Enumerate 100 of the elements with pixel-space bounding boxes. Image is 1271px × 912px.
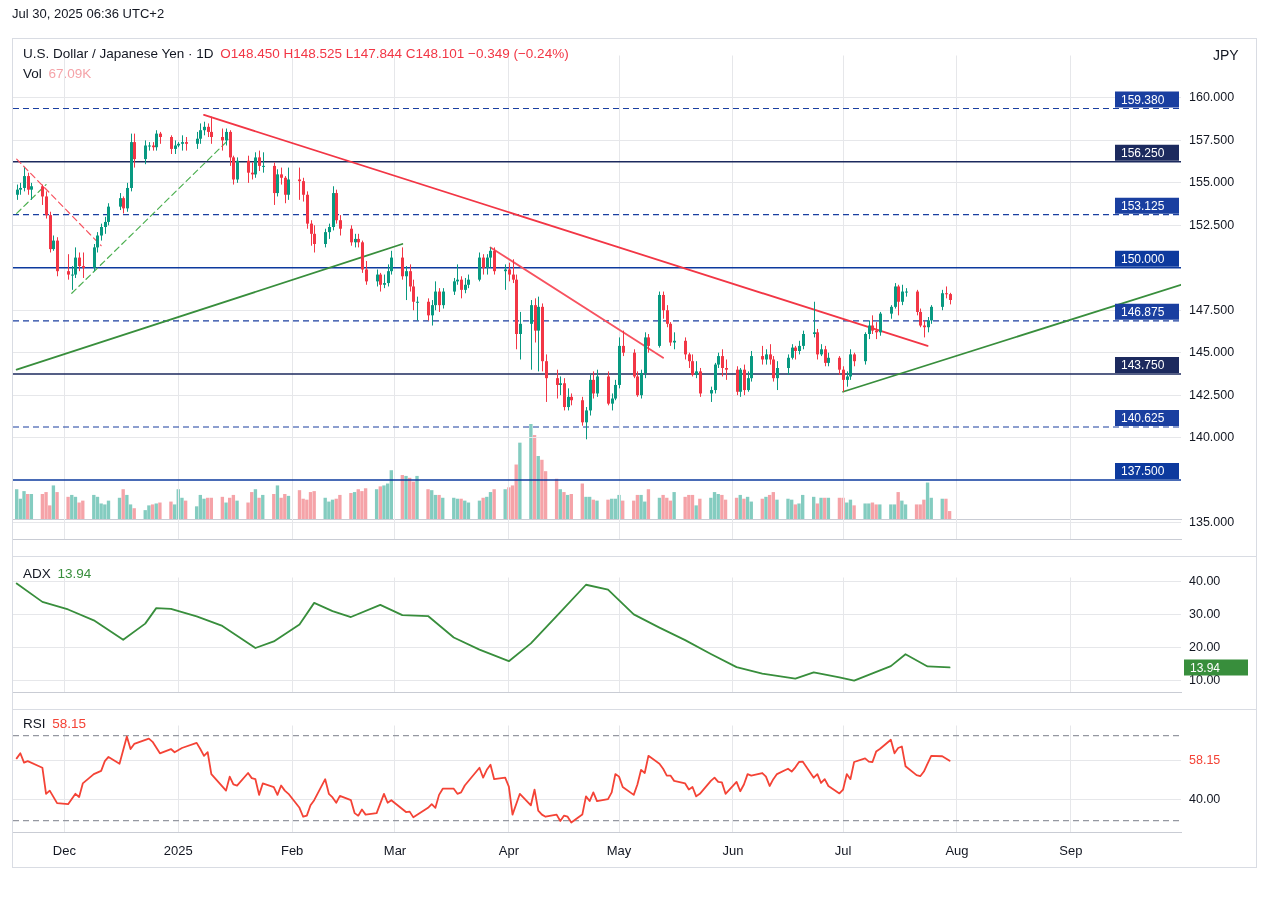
candlestick (23, 167, 26, 192)
bar (374, 489, 379, 519)
candlestick (27, 172, 30, 196)
bar (169, 501, 173, 519)
bar (720, 494, 724, 519)
candlestick (894, 282, 897, 310)
bar (308, 492, 313, 519)
candlestick (739, 367, 742, 398)
ref-line-label: 137.500 (1121, 464, 1165, 479)
candlestick (897, 284, 900, 316)
bar (125, 494, 129, 519)
candlestick (493, 246, 496, 276)
bar (639, 494, 643, 519)
bar (14, 489, 19, 519)
bar (356, 489, 360, 519)
candlestick (302, 177, 305, 203)
candlestick (155, 129, 158, 152)
bar (426, 489, 430, 519)
candlestick (842, 365, 845, 393)
candlestick (585, 406, 588, 440)
bar (352, 492, 357, 519)
x-tick-label: Mar (383, 843, 407, 859)
y-tick-label: 140.000 (1189, 430, 1235, 445)
bar (661, 494, 665, 519)
candlestick (813, 301, 816, 338)
candlestick (460, 275, 463, 299)
y-tick-label: 135.000 (1189, 514, 1235, 529)
annotation: 13.94 (56, 566, 92, 581)
candlestick (350, 224, 353, 247)
candlestick (416, 296, 419, 321)
bar (415, 475, 419, 519)
bar (154, 503, 158, 519)
chart-title: U.S. Dollar / Japanese Yen · 1D (23, 46, 214, 61)
candlestick (144, 139, 147, 165)
bar (771, 492, 775, 519)
bar (687, 494, 691, 519)
candlestick (816, 328, 819, 360)
bar (922, 499, 926, 519)
candlestick (787, 353, 790, 376)
ref-line-label: 150.000 (1121, 252, 1165, 267)
text: 13.94 (1190, 660, 1221, 675)
candlestick (170, 134, 173, 155)
candlestick (662, 291, 665, 320)
bar (867, 503, 871, 519)
candlestick (221, 128, 224, 152)
bar (253, 489, 258, 519)
candlestick (684, 336, 687, 360)
candlestick (438, 287, 441, 313)
y-tick-label: 30.00 (1189, 606, 1221, 621)
y-tick-label: 20.00 (1189, 639, 1221, 654)
candlestick (324, 228, 327, 248)
bar (488, 492, 493, 519)
bar (430, 490, 434, 519)
bar (878, 504, 882, 519)
x-tick-label: May (606, 843, 632, 859)
candlestick (519, 311, 522, 360)
y-tick-label: 40.00 (1189, 573, 1221, 588)
bar (584, 496, 588, 519)
candlestick (67, 253, 70, 281)
bar (459, 498, 463, 519)
text: Jul 30, 2025 06:36 UTC+2 (12, 6, 165, 21)
bar (327, 501, 331, 519)
bar (363, 488, 368, 519)
bar (382, 485, 386, 519)
bar (529, 424, 533, 519)
ref-line-label: 146.875 (1121, 305, 1165, 320)
bar (896, 492, 900, 519)
candlestick (339, 214, 342, 237)
annotation: O148.450 H148.525 L147.844 C148.101 −0.349 (−0.24%) (219, 46, 569, 61)
bar (132, 508, 136, 519)
candlestick (721, 348, 724, 377)
candlestick (879, 311, 882, 337)
bar (51, 485, 56, 519)
candlestick (508, 262, 511, 282)
bar (775, 499, 779, 519)
ref-line-label: 156.250 (1121, 145, 1165, 160)
bar (22, 491, 26, 519)
chart-title: Vol (23, 66, 42, 81)
candlestick (45, 190, 48, 220)
candlestick (313, 224, 316, 253)
bar (562, 492, 566, 519)
y-tick-label: 40.00 (1189, 791, 1221, 806)
bar (672, 492, 676, 519)
candlestick (236, 156, 239, 184)
bar (338, 494, 342, 519)
candlestick (556, 369, 559, 400)
bar (44, 492, 48, 519)
bar (66, 496, 70, 519)
x-tick-label: Feb (280, 843, 304, 859)
candlestick (563, 377, 566, 411)
candlestick (545, 353, 548, 403)
bar (914, 504, 919, 519)
candlestick (401, 246, 404, 281)
bar (558, 489, 562, 519)
bar (793, 504, 798, 519)
bar (903, 504, 908, 519)
x-tick-label: Sep (1059, 843, 1083, 859)
candlestick (905, 287, 908, 298)
bar (158, 502, 162, 519)
bar (235, 500, 239, 519)
